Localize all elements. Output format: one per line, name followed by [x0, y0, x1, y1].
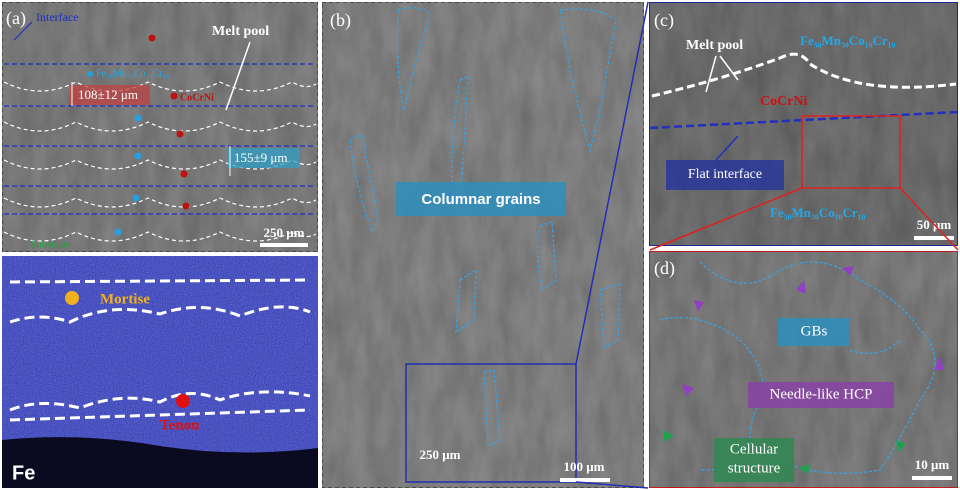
alloy-label: Fe₅₀Mn₃₀Co₁₀Cr₁₀ [770, 205, 866, 220]
panel-fe: Mortise Tenon Fe [2, 256, 318, 488]
element-label: Fe [12, 462, 35, 484]
panel-d: (d) GBs Needle-like HCP Cellular structu… [649, 251, 958, 488]
micrograph [322, 2, 644, 488]
melt-pool-label: Melt pool [212, 24, 269, 39]
inset-scale: 250 μm [420, 447, 461, 462]
cocrni-label: CoCrNi [760, 94, 808, 109]
cocrni-label: CoCrNi [180, 92, 214, 103]
scale-bar-label: 10 μm [915, 457, 950, 472]
scale-bar-label: 250 μm [264, 225, 305, 240]
gbs-label: GBs [801, 323, 828, 339]
alloy-label: Fe₅₀Mn₃₀Co₁₀Cr₁₀ [96, 68, 170, 79]
flat-interface-label: Flat interface [688, 167, 762, 182]
mortise-label: Mortise [100, 291, 150, 307]
cellular-label: structure [728, 460, 781, 476]
panel-label: (a) [6, 8, 26, 29]
panel-label: (c) [654, 10, 674, 31]
pool-width: 155±9 μm [234, 150, 287, 165]
interface-label: Interface [36, 10, 79, 24]
melt-pool-label: Melt pool [686, 38, 743, 53]
scale-bar-label: 100 μm [564, 459, 605, 474]
panel-b: Columnar grains 250 μm 100 μm (b) [322, 2, 648, 488]
substrate-label: Substrate [30, 239, 71, 251]
panel-a: (a) Interface Melt pool Fe₅₀Mn₃₀Co₁₀Cr₁₀… [2, 2, 318, 252]
scale-bar [560, 478, 610, 482]
figure: (a) Interface Melt pool Fe₅₀Mn₃₀Co₁₀Cr₁₀… [0, 0, 960, 490]
hcp-label: Needle-like HCP [770, 386, 873, 402]
scale-bar [260, 243, 308, 247]
marker [176, 394, 190, 408]
panel-label: (d) [654, 258, 675, 279]
alloy-label: Fe₅₀Mn₃₀Co₁₀Cr₁₀ [800, 33, 896, 48]
pool-width: 108±12 μm [78, 87, 138, 102]
panel-label: (b) [330, 10, 351, 31]
page: {"panel_a": {"label": "(a)", "interface"… [0, 0, 960, 490]
panel-c: (c) Melt pool Fe₅₀Mn₃₀Co₁₀Cr₁₀ CoCrNi Fl… [649, 2, 958, 250]
tenon-label: Tenon [160, 417, 200, 433]
marker [65, 291, 79, 305]
cellular-label: Cellular [730, 441, 778, 457]
scale-bar [912, 476, 952, 480]
columnar-label: Columnar grains [421, 191, 540, 208]
